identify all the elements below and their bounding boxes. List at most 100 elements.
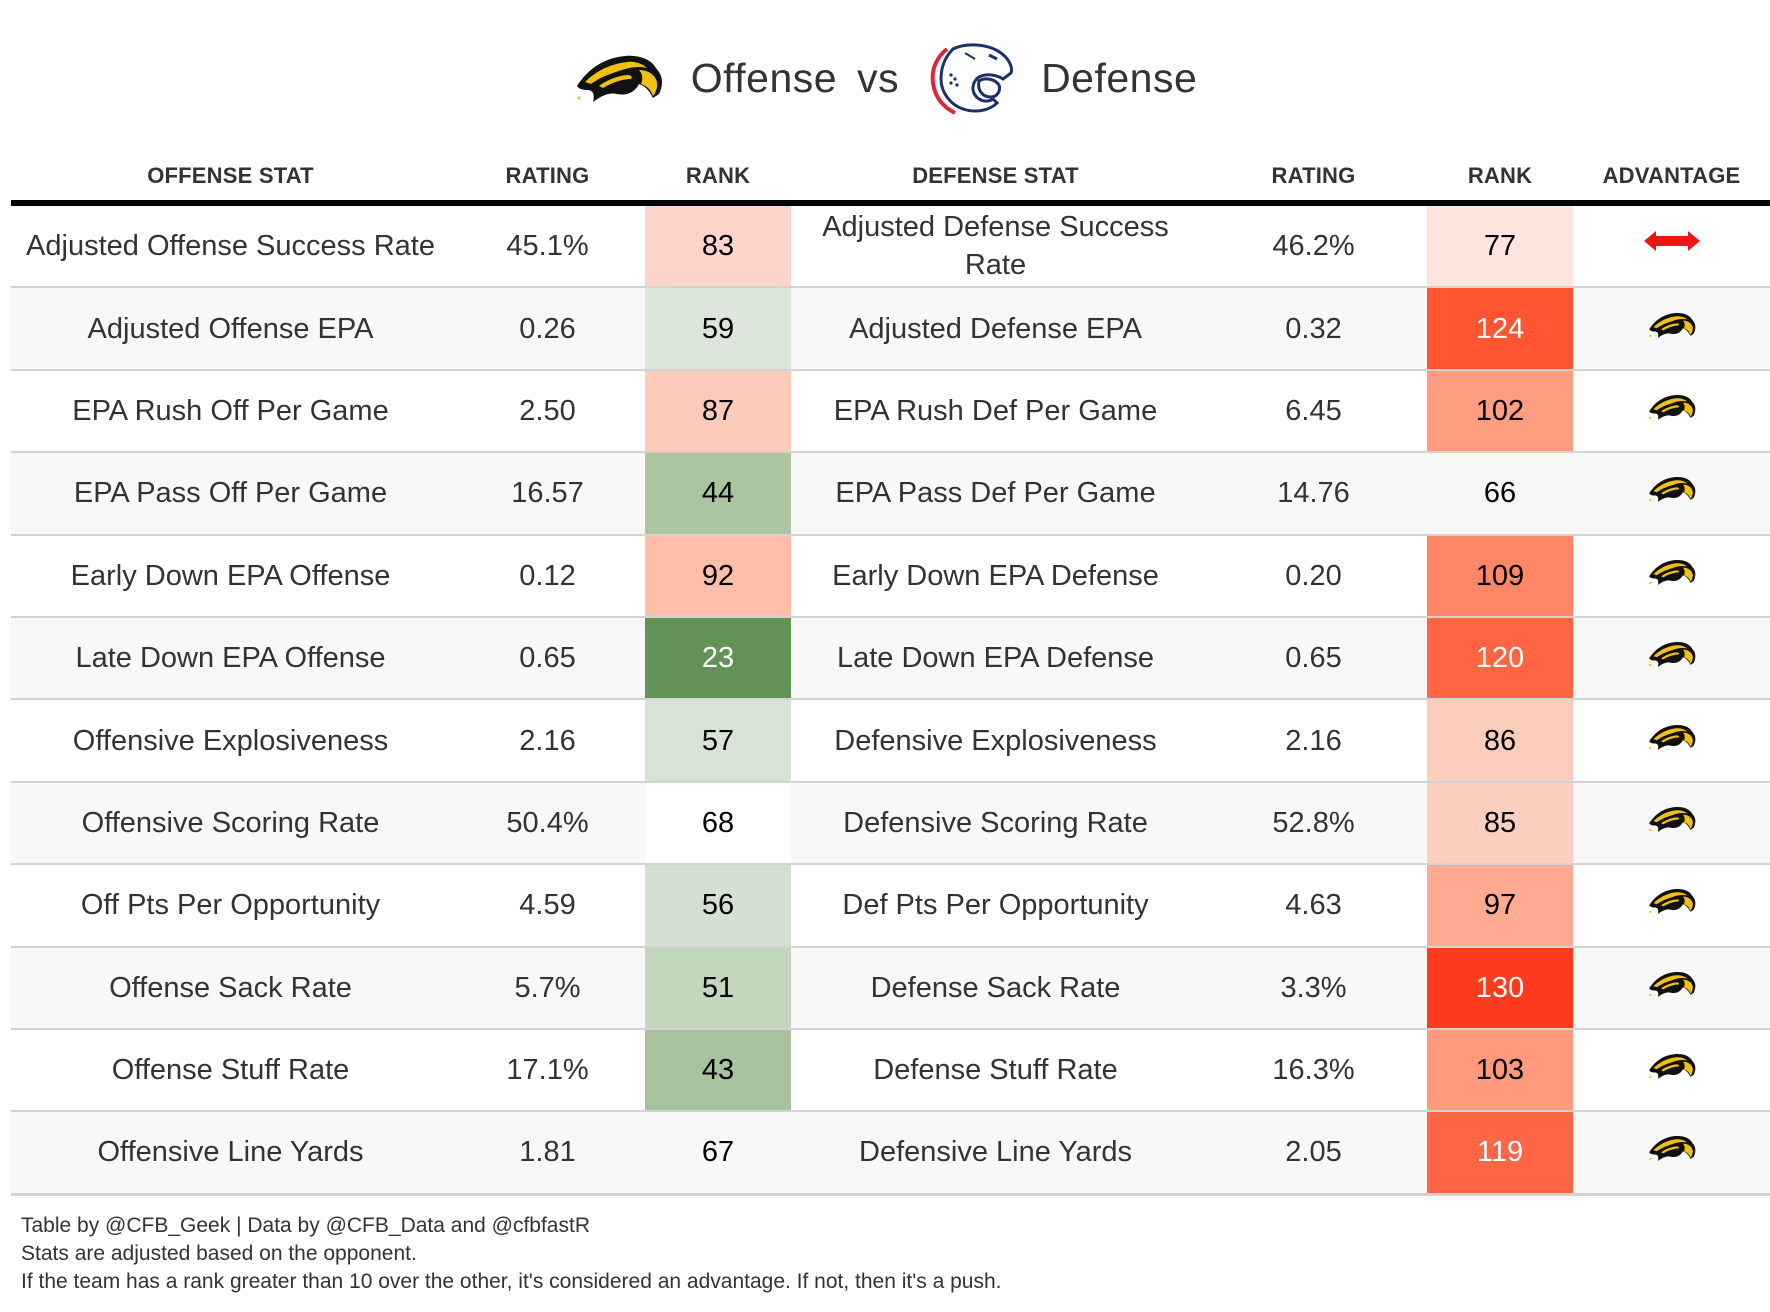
golden-eagle-advantage-icon: [1647, 639, 1697, 669]
defense-stat-name: Defensive Line Yards: [859, 1136, 1132, 1169]
matchup-table: OFFENSE STAT RATING RANK DEFENSE STAT RA…: [11, 152, 1770, 1196]
vs-label: vs: [857, 54, 900, 101]
defense-stat-name: Defensive Scoring Rate: [843, 806, 1148, 839]
offense-rank: 87: [645, 370, 791, 452]
defense-rating: 0.20: [1285, 559, 1342, 592]
header-defense-rating: RATING: [1271, 163, 1356, 188]
advantage-cell: [1573, 700, 1770, 780]
offense-rating: 2.16: [519, 724, 576, 757]
offense-rank: 57: [645, 700, 791, 781]
offense-rating: 17.1%: [506, 1054, 589, 1087]
table-body: Adjusted Offense Success Rate 45.1% 83 A…: [11, 206, 1770, 1196]
offense-stat-name: Offensive Explosiveness: [72, 724, 389, 757]
defense-rank: 124: [1427, 288, 1573, 369]
header-defense-rank: RANK: [1467, 163, 1533, 188]
offense-rank: 59: [645, 288, 791, 369]
header-advantage: ADVANTAGE: [1602, 163, 1741, 188]
defense-stat-name: EPA Pass Def Per Game: [835, 477, 1156, 510]
advantage-cell: [1573, 865, 1770, 945]
golden-eagle-advantage-icon: [1647, 886, 1697, 916]
defense-rating: 46.2%: [1272, 230, 1355, 263]
header-offense-rating: RATING: [505, 163, 590, 188]
offense-rank: 43: [645, 1029, 791, 1111]
defense-rating: 52.8%: [1272, 806, 1355, 839]
table-row: Offense Sack Rate 5.7% 51 Defense Sack R…: [11, 947, 1770, 1030]
footer-note-adjusted: Stats are adjusted based on the opponent…: [21, 1242, 417, 1265]
offense-rank: 56: [645, 865, 791, 946]
offense-stat-name: Off Pts Per Opportunity: [80, 889, 381, 922]
defense-rating: 6.45: [1285, 394, 1342, 427]
defense-stat-name: Defense Stuff Rate: [873, 1054, 1118, 1087]
offense-rank: 68: [645, 782, 791, 864]
header-defense-stat: DEFENSE STAT: [912, 163, 1079, 188]
offense-rating: 0.26: [519, 312, 576, 345]
defense-rating: 3.3%: [1280, 971, 1347, 1004]
defense-title: Defense: [1041, 54, 1198, 101]
advantage-cell: [1573, 288, 1770, 368]
golden-eagle-logo-icon: [573, 52, 665, 104]
advantage-cell: [1573, 453, 1770, 533]
defense-stat-name: Late Down EPA Defense: [836, 642, 1155, 675]
golden-eagle-advantage-icon: [1647, 1051, 1697, 1081]
page-title: Offense vs Defense: [0, 38, 1770, 118]
advantage-cell: [1573, 1030, 1770, 1110]
table-row: Offensive Line Yards 1.81 67 Defensive L…: [11, 1112, 1770, 1196]
offense-rank: 92: [645, 535, 791, 616]
advantage-cell: [1573, 783, 1770, 863]
defense-rank: 85: [1427, 782, 1573, 864]
advantage-cell: [1573, 1112, 1770, 1192]
defense-stat-name: Defense Sack Rate: [870, 971, 1121, 1004]
offense-rank: 67: [645, 1112, 791, 1193]
defense-stat-name: EPA Rush Def Per Game: [833, 394, 1158, 427]
table-row: Offensive Scoring Rate 50.4% 68 Defensiv…: [11, 782, 1770, 866]
offense-rating: 50.4%: [506, 806, 589, 839]
offense-stat-name: Offense Sack Rate: [109, 971, 352, 1004]
golden-eagle-advantage-icon: [1647, 969, 1697, 999]
defense-rank: 109: [1427, 535, 1573, 616]
defense-rank: 97: [1427, 865, 1573, 946]
defense-rating: 0.65: [1285, 642, 1342, 675]
defense-rating: 2.16: [1285, 724, 1342, 757]
defense-rank: 77: [1427, 206, 1573, 287]
offense-rating: 16.57: [511, 477, 584, 510]
offense-rating: 1.81: [519, 1136, 576, 1169]
table-row: Early Down EPA Offense 0.12 92 Early Dow…: [11, 535, 1770, 618]
table-row: Offensive Explosiveness 2.16 57 Defensiv…: [11, 700, 1770, 783]
defense-rating: 14.76: [1277, 477, 1350, 510]
golden-eagle-advantage-icon: [1647, 310, 1697, 340]
table-row: Late Down EPA Offense 0.65 23 Late Down …: [11, 617, 1770, 701]
defense-rank: 103: [1427, 1029, 1573, 1111]
offense-rating: 2.50: [519, 394, 576, 427]
defense-rank: 102: [1427, 370, 1573, 452]
defense-rating: 16.3%: [1272, 1054, 1355, 1087]
footer-credit: Table by @CFB_Geek | Data by @CFB_Data a…: [21, 1214, 590, 1237]
offense-stat-name: Early Down EPA Offense: [70, 559, 391, 592]
footer-notes: Table by @CFB_Geek | Data by @CFB_Data a…: [21, 1212, 1001, 1296]
defense-stat-name: Adjusted Defense EPA: [849, 312, 1142, 345]
offense-rank: 23: [645, 617, 791, 699]
table-row: Adjusted Offense EPA 0.26 59 Adjusted De…: [11, 288, 1770, 371]
advantage-cell: [1573, 618, 1770, 698]
header-offense-rank: RANK: [685, 163, 751, 188]
advantage-cell: [1573, 536, 1770, 616]
advantage-cell: [1573, 206, 1770, 286]
jaguar-logo-icon: [925, 41, 1019, 115]
table-row: Offense Stuff Rate 17.1% 43 Defense Stuf…: [11, 1029, 1770, 1113]
advantage-cell: [1573, 948, 1770, 1028]
defense-rank: 119: [1427, 1112, 1573, 1193]
golden-eagle-advantage-icon: [1647, 1133, 1697, 1163]
table-header: OFFENSE STAT RATING RANK DEFENSE STAT RA…: [11, 152, 1770, 206]
golden-eagle-advantage-icon: [1647, 392, 1697, 422]
offense-stat-name: Adjusted Offense EPA: [87, 312, 374, 345]
defense-stat-name: Def Pts Per Opportunity: [842, 889, 1149, 922]
defense-rank: 120: [1427, 617, 1573, 699]
golden-eagle-advantage-icon: [1647, 557, 1697, 587]
offense-stat-name: Offensive Scoring Rate: [81, 806, 380, 839]
offense-title: Offense: [690, 54, 838, 101]
advantage-cell: [1573, 371, 1770, 451]
golden-eagle-advantage-icon: [1647, 722, 1697, 752]
header-offense-stat: OFFENSE STAT: [147, 163, 314, 188]
offense-rating: 0.12: [519, 559, 576, 592]
defense-stat-name: Early Down EPA Defense: [832, 559, 1159, 592]
offense-rating: 0.65: [519, 642, 576, 675]
